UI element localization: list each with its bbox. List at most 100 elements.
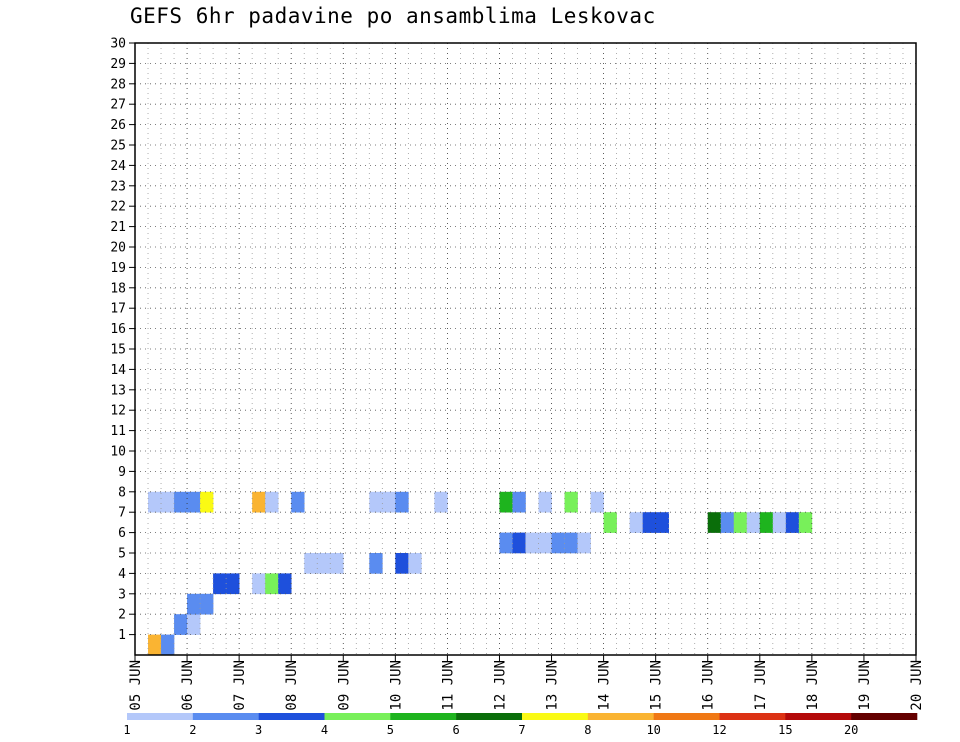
y-tick-label: 7: [118, 506, 126, 521]
x-tick-label: 12 JUN: [492, 660, 508, 711]
y-tick-label: 29: [110, 57, 126, 72]
x-tick-label: 17 JUN: [753, 660, 769, 711]
grid-lines: [135, 43, 916, 655]
x-tick-label: 10 JUN: [388, 660, 404, 711]
y-tick-label: 22: [110, 200, 126, 215]
legend-swatch: [719, 713, 786, 720]
legend-label: 3: [255, 723, 262, 737]
y-axis: 1234567891011121314151617181920212223242…: [110, 37, 135, 643]
x-tick-label: 07 JUN: [232, 660, 248, 711]
heatmap-cell: [512, 532, 526, 554]
heatmap-cell: [577, 532, 591, 554]
heatmap-cell: [785, 512, 800, 533]
heatmap-cell: [226, 573, 240, 595]
heatmap-cell: [655, 512, 669, 533]
y-tick-label: 11: [110, 424, 126, 439]
x-tick-label: 11 JUN: [440, 660, 456, 711]
heatmap-cell: [161, 634, 175, 656]
legend-swatch: [785, 713, 852, 720]
y-tick-label: 14: [110, 363, 126, 378]
legend-swatch: [456, 713, 523, 720]
y-tick-label: 17: [110, 302, 126, 317]
heatmap-cell: [252, 491, 266, 513]
heatmap-cell: [746, 512, 761, 533]
y-tick-label: 3: [118, 587, 126, 602]
x-tick-label: 05 JUN: [128, 660, 144, 711]
y-tick-label: 4: [118, 567, 126, 582]
heatmap-cell: [187, 614, 201, 635]
heatmap-cell: [174, 491, 188, 513]
legend-swatch: [653, 713, 720, 720]
y-tick-label: 18: [110, 281, 126, 296]
heatmap-cell: [213, 573, 227, 595]
heatmap-cell: [590, 491, 604, 513]
x-tick-label: 08 JUN: [284, 660, 300, 711]
legend-swatch: [127, 713, 194, 720]
heatmap-cell: [707, 512, 722, 533]
y-tick-label: 8: [118, 485, 126, 500]
legend-swatch: [258, 713, 325, 720]
heatmap-cell: [798, 512, 813, 533]
legend-label: 6: [453, 723, 460, 737]
heatmap-cell: [629, 512, 643, 533]
legend-label: 12: [712, 723, 726, 737]
y-tick-label: 30: [110, 37, 126, 52]
heatmap-cell: [395, 491, 409, 513]
y-tick-label: 1: [118, 628, 126, 643]
chart-title: GEFS 6hr padavine po ansamblima Leskovac: [130, 4, 656, 28]
heatmap-cell: [434, 491, 448, 513]
heatmap-cell: [187, 593, 201, 615]
heatmap-cell: [369, 491, 383, 513]
legend-label: 1: [123, 723, 130, 737]
x-tick-label: 16 JUN: [701, 660, 717, 711]
y-tick-label: 2: [118, 608, 126, 623]
legend-label: 8: [584, 723, 591, 737]
heatmap-cell: [200, 593, 214, 615]
heatmap-cell: [720, 512, 735, 533]
heatmap-cell: [538, 491, 552, 513]
y-tick-label: 28: [110, 77, 126, 92]
y-tick-label: 6: [118, 526, 126, 541]
y-tick-label: 5: [118, 547, 126, 562]
heatmap-cell: [551, 532, 565, 554]
legend-label: 4: [321, 723, 328, 737]
y-tick-label: 12: [110, 404, 126, 419]
heatmap-cell: [525, 532, 539, 554]
heatmap-cell: [733, 512, 748, 533]
heatmap-cell: [642, 512, 656, 533]
heatmap-cell: [369, 553, 383, 574]
heatmap-cell: [148, 491, 162, 513]
y-tick-label: 13: [110, 383, 126, 398]
heatmap-cell: [564, 491, 578, 513]
legend-swatch: [192, 713, 259, 720]
heatmap-cell: [499, 491, 513, 513]
heatmap-cell: [265, 573, 279, 595]
heatmap-cell: [564, 532, 578, 554]
y-tick-label: 26: [110, 118, 126, 133]
heatmap-cell: [382, 491, 396, 513]
heatmap-cell: [538, 532, 552, 554]
x-tick-label: 14 JUN: [597, 660, 613, 711]
y-tick-label: 24: [110, 159, 126, 174]
heatmap-cell: [408, 553, 422, 574]
heatmap-cell: [278, 573, 292, 595]
legend-swatch: [390, 713, 457, 720]
heatmap-cell: [772, 512, 787, 533]
x-tick-label: 15 JUN: [649, 660, 665, 711]
heatmap-cell: [317, 553, 331, 574]
y-tick-label: 16: [110, 322, 126, 337]
y-tick-label: 10: [110, 445, 126, 460]
legend-swatch: [851, 713, 918, 720]
heatmap-cell: [252, 573, 266, 595]
x-tick-label: 09 JUN: [336, 660, 352, 711]
y-tick-label: 9: [118, 465, 126, 480]
heatmap-cell: [512, 491, 526, 513]
legend-label: 7: [518, 723, 525, 737]
legend-label: 5: [387, 723, 394, 737]
y-tick-label: 27: [110, 98, 126, 113]
heatmap-cell: [304, 553, 318, 574]
x-tick-label: 20 JUN: [909, 660, 925, 711]
legend-label: 2: [189, 723, 196, 737]
heatmap-cell: [499, 532, 513, 554]
